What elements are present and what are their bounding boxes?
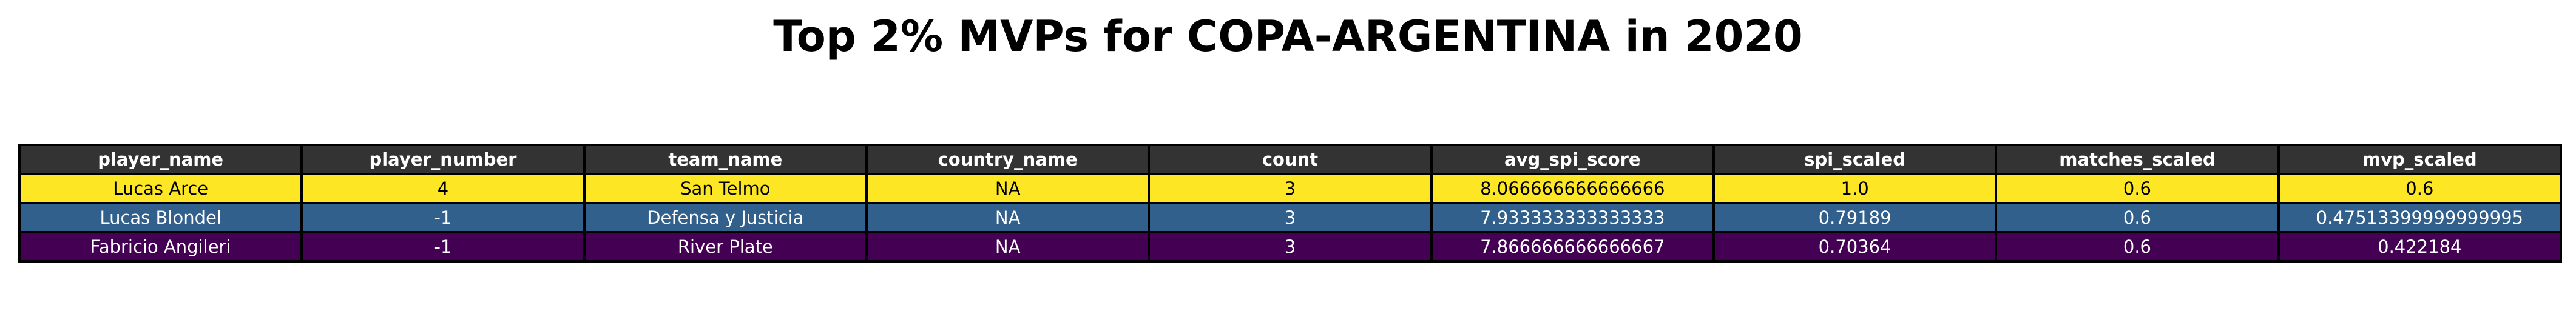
table-cell: NA <box>865 202 1151 233</box>
table-cell: -1 <box>300 231 586 263</box>
table-row: Lucas Blondel -1 Defensa y Justicia NA 3… <box>18 202 2563 233</box>
table-cell: Lucas Arce <box>18 173 303 204</box>
table-cell: 8.066666666666666 <box>1430 173 1715 204</box>
table-row: Fabricio Angileri -1 River Plate NA 3 7.… <box>18 231 2563 263</box>
chart-title: Top 2% MVPs for COPA-ARGENTINA in 2020 <box>773 12 1803 61</box>
table-cell: 0.6 <box>2277 173 2563 204</box>
table-cell: 0.6 <box>1995 173 2280 204</box>
table-cell: 4 <box>300 173 586 204</box>
header-cell: country_name <box>865 144 1151 175</box>
table-cell: 0.422184 <box>2277 231 2563 263</box>
table-cell: NA <box>865 231 1151 263</box>
header-cell: matches_scaled <box>1995 144 2280 175</box>
table-cell: 0.6 <box>1995 202 2280 233</box>
header-row: player_name player_number team_name coun… <box>18 144 2563 175</box>
table-cell: 3 <box>1148 173 1433 204</box>
mvp-table: player_name player_number team_name coun… <box>18 144 2563 263</box>
header-cell: avg_spi_score <box>1430 144 1715 175</box>
table-cell: Lucas Blondel <box>18 202 303 233</box>
table-cell: 3 <box>1148 231 1433 263</box>
table-cell: -1 <box>300 202 586 233</box>
header-cell: team_name <box>583 144 868 175</box>
table-row: Lucas Arce 4 San Telmo NA 3 8.0666666666… <box>18 173 2563 204</box>
table-cell: River Plate <box>583 231 868 263</box>
table-cell: 3 <box>1148 202 1433 233</box>
header-cell: spi_scaled <box>1712 144 1998 175</box>
header-cell: player_number <box>300 144 586 175</box>
header-cell: player_name <box>18 144 303 175</box>
table-cell: Fabricio Angileri <box>18 231 303 263</box>
header-cell: mvp_scaled <box>2277 144 2563 175</box>
table-cell: 7.933333333333333 <box>1430 202 1715 233</box>
table-cell: NA <box>865 173 1151 204</box>
table-cell: 0.79189 <box>1712 202 1998 233</box>
table-cell: 0.70364 <box>1712 231 1998 263</box>
table-cell: 0.47513399999999995 <box>2277 202 2563 233</box>
table-cell: Defensa y Justicia <box>583 202 868 233</box>
header-cell: count <box>1148 144 1433 175</box>
table-cell: 7.866666666666667 <box>1430 231 1715 263</box>
table-cell: 0.6 <box>1995 231 2280 263</box>
table-cell: San Telmo <box>583 173 868 204</box>
table-cell: 1.0 <box>1712 173 1998 204</box>
